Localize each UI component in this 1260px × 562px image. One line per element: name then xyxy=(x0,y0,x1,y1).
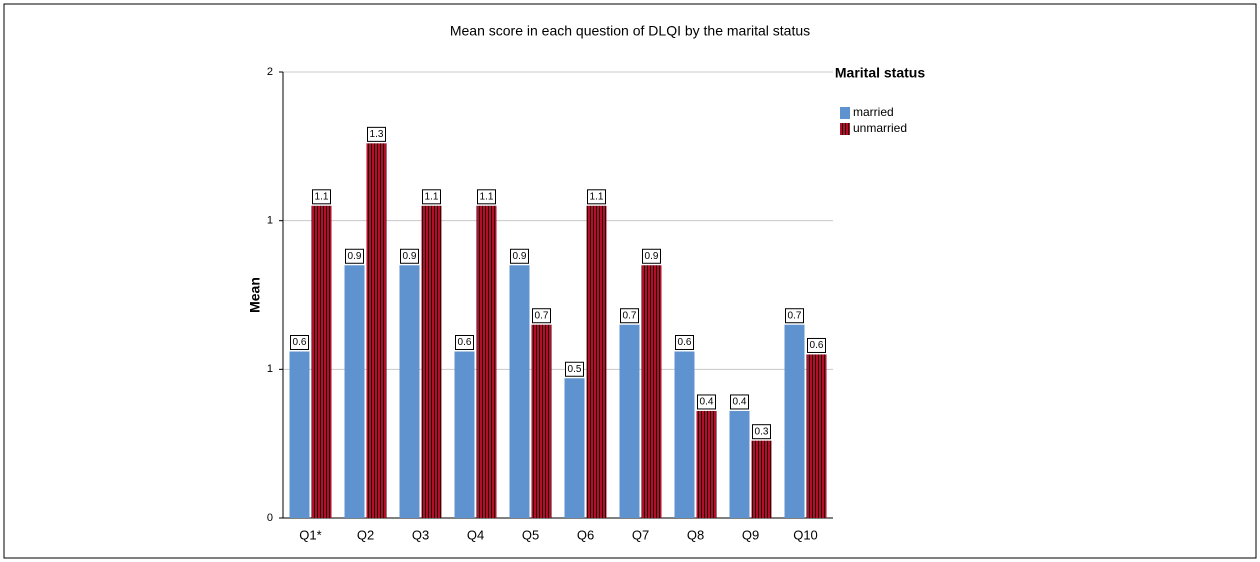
bar xyxy=(311,205,332,519)
bar xyxy=(531,324,552,518)
bar xyxy=(641,265,662,518)
value-label: 1.1 xyxy=(315,191,329,202)
x-tick-label: Q7 xyxy=(632,527,649,542)
value-label: 0.7 xyxy=(535,310,549,321)
value-label: 0.4 xyxy=(733,397,747,408)
bar xyxy=(509,265,530,518)
value-label: 0.7 xyxy=(623,310,637,321)
value-label-box xyxy=(587,189,606,205)
x-tick-label: Q2 xyxy=(357,527,374,542)
bar xyxy=(344,265,365,518)
bar xyxy=(454,351,475,518)
x-tick-label: Q6 xyxy=(577,527,594,542)
bar xyxy=(784,324,805,518)
value-label-box xyxy=(477,189,496,205)
value-label: 0.6 xyxy=(293,337,307,348)
value-label-box xyxy=(290,334,309,350)
x-tick-label: Q10 xyxy=(793,527,818,542)
y-tick-label: 0 xyxy=(267,512,273,524)
value-label-box xyxy=(620,308,639,324)
bar xyxy=(421,205,442,519)
bar xyxy=(366,143,387,519)
value-label-box xyxy=(565,361,584,377)
x-tick-label: Q3 xyxy=(412,527,429,542)
bar xyxy=(564,378,585,518)
x-tick-label: Q8 xyxy=(687,527,704,542)
bar xyxy=(751,440,772,518)
legend-label: unmarried xyxy=(853,121,907,135)
value-label: 0.4 xyxy=(700,397,714,408)
legend-swatch xyxy=(840,107,850,119)
value-label-box xyxy=(345,248,364,264)
value-label: 1.1 xyxy=(480,191,494,202)
value-label: 0.9 xyxy=(645,251,659,262)
y-tick-label: 1 xyxy=(267,215,273,227)
bar xyxy=(696,410,717,518)
bar xyxy=(476,205,497,519)
value-label: 0.9 xyxy=(513,251,527,262)
value-label: 0.6 xyxy=(810,340,824,351)
value-label: 0.9 xyxy=(348,251,362,262)
value-label-box xyxy=(455,334,474,350)
value-label-box xyxy=(785,308,804,324)
bar xyxy=(399,265,420,518)
value-label-box xyxy=(752,424,771,440)
legend-swatch xyxy=(840,123,850,135)
value-label-box xyxy=(312,189,331,205)
value-label-box xyxy=(697,394,716,410)
value-label: 1.3 xyxy=(370,129,384,140)
x-tick-label: Q1* xyxy=(299,527,321,542)
y-tick-label: 1 xyxy=(267,363,273,375)
value-label: 0.3 xyxy=(755,426,769,437)
value-label: 0.6 xyxy=(678,337,692,348)
x-tick-label: Q4 xyxy=(467,527,484,542)
chart-title: Mean score in each question of DLQI by t… xyxy=(450,23,810,39)
value-label-box xyxy=(532,308,551,324)
value-label: 0.6 xyxy=(458,337,472,348)
value-label: 0.7 xyxy=(788,310,802,321)
y-tick-label: 2 xyxy=(267,66,273,78)
bar xyxy=(674,351,695,518)
value-label-box xyxy=(642,248,661,264)
value-label-box xyxy=(510,248,529,264)
x-tick-label: Q5 xyxy=(522,527,539,542)
value-label-box xyxy=(400,248,419,264)
bar xyxy=(619,324,640,518)
value-label-box xyxy=(730,394,749,410)
value-label-box xyxy=(422,189,441,205)
legend-label: married xyxy=(853,105,894,119)
value-label-box xyxy=(367,126,386,142)
value-label-box xyxy=(675,334,694,350)
value-label: 1.1 xyxy=(590,191,604,202)
value-label: 0.9 xyxy=(403,251,417,262)
value-label-box xyxy=(807,337,826,353)
bar xyxy=(729,410,750,518)
y-axis-label: Mean xyxy=(247,277,263,313)
value-label: 0.5 xyxy=(568,364,582,375)
x-tick-label: Q9 xyxy=(742,527,759,542)
bar xyxy=(586,205,607,519)
legend-title: Marital status xyxy=(835,65,925,81)
bar xyxy=(289,351,310,518)
bar xyxy=(806,354,827,518)
value-label: 1.1 xyxy=(425,191,439,202)
